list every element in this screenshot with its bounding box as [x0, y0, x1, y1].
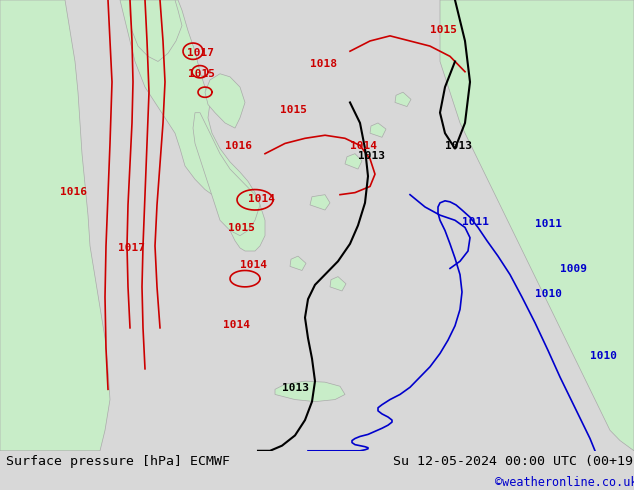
Text: 1011: 1011	[462, 218, 489, 227]
Polygon shape	[370, 123, 386, 137]
Text: 1014: 1014	[248, 194, 275, 204]
Text: 1013: 1013	[282, 383, 309, 393]
Text: 1015: 1015	[228, 222, 255, 233]
Text: Su 12-05-2024 00:00 UTC (00+192): Su 12-05-2024 00:00 UTC (00+192)	[393, 455, 634, 468]
Polygon shape	[440, 0, 634, 451]
Text: 1017: 1017	[187, 49, 214, 58]
Polygon shape	[130, 0, 182, 61]
Text: 1010: 1010	[590, 350, 617, 361]
Text: 1015: 1015	[430, 25, 457, 35]
Text: 1016: 1016	[225, 141, 252, 150]
Text: 1010: 1010	[535, 289, 562, 299]
Text: 1011: 1011	[535, 220, 562, 229]
Polygon shape	[395, 92, 411, 106]
Polygon shape	[0, 0, 110, 451]
Polygon shape	[120, 0, 265, 251]
Polygon shape	[193, 113, 260, 236]
Text: ©weatheronline.co.uk: ©weatheronline.co.uk	[495, 476, 634, 489]
Polygon shape	[310, 195, 330, 210]
Polygon shape	[290, 256, 306, 270]
Text: 1014: 1014	[350, 141, 377, 150]
Text: 1013: 1013	[358, 151, 385, 161]
Text: Surface pressure [hPa] ECMWF: Surface pressure [hPa] ECMWF	[6, 455, 230, 468]
Text: 1013: 1013	[445, 141, 472, 150]
Text: 1016: 1016	[60, 187, 87, 196]
Text: 1014: 1014	[240, 260, 267, 270]
Text: 1009: 1009	[560, 264, 587, 273]
Text: 1015: 1015	[280, 105, 307, 115]
Text: 1017: 1017	[118, 243, 145, 253]
Text: 1018: 1018	[310, 59, 337, 69]
Text: 1015: 1015	[188, 69, 215, 79]
Text: 1014: 1014	[223, 320, 250, 330]
Polygon shape	[205, 74, 245, 128]
Polygon shape	[275, 381, 345, 402]
Polygon shape	[345, 154, 362, 169]
Polygon shape	[330, 277, 346, 291]
